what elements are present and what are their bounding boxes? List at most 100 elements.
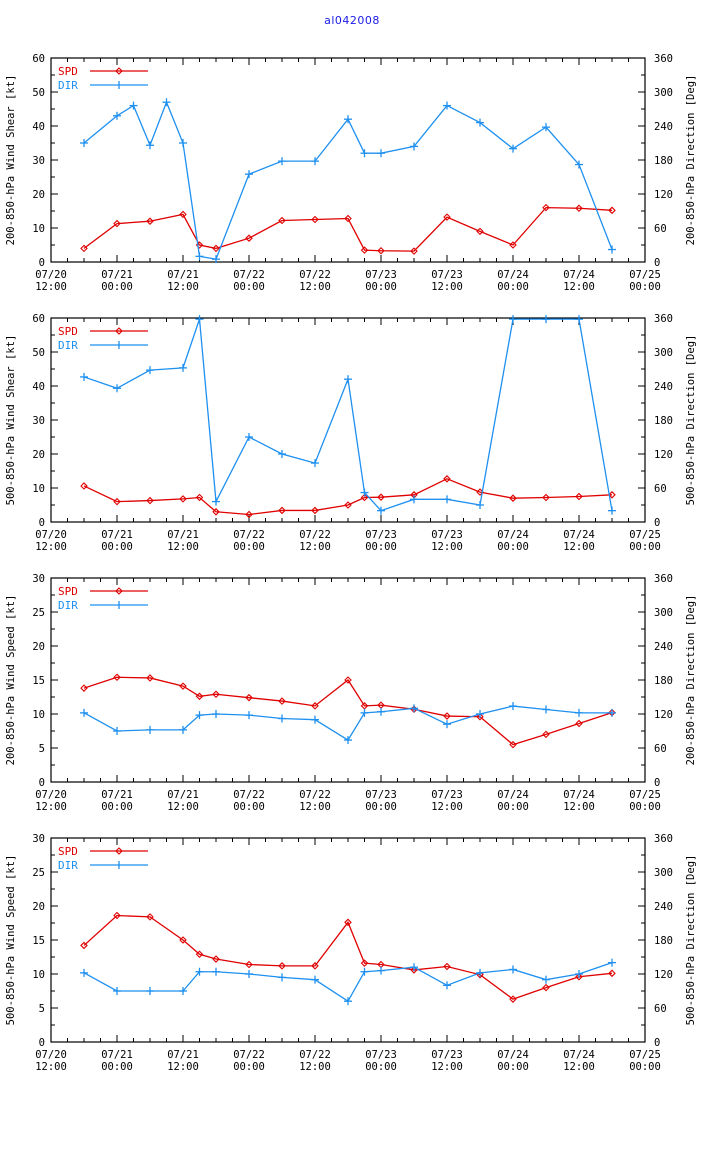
plot-frame	[50, 317, 646, 523]
y-tick-label-right: 0	[654, 777, 660, 789]
y-axis-label-right: 200-850-hPa Direction [Deg]	[685, 75, 697, 246]
data-point	[377, 701, 385, 709]
x-tick-label-time: 12:00	[299, 281, 331, 293]
x-tick-label-date: 07/21	[101, 789, 133, 801]
data-point	[509, 740, 517, 749]
x-tick-label-date: 07/22	[299, 1049, 331, 1061]
data-point	[608, 491, 616, 499]
data-point	[344, 214, 352, 223]
data-point	[212, 955, 220, 963]
x-tick-label-date: 07/24	[563, 269, 595, 281]
series-dir	[80, 315, 616, 515]
y-tick-label-right: 360	[654, 53, 673, 65]
data-point	[311, 702, 319, 710]
y-tick-label-left: 30	[32, 833, 45, 845]
x-tick-label-date: 07/20	[35, 789, 67, 801]
legend-label-spd: SPD	[58, 65, 78, 78]
y-tick-label-right: 240	[654, 121, 673, 133]
data-point	[195, 692, 204, 701]
x-tick-label-date: 07/22	[299, 529, 331, 541]
data-point	[311, 962, 319, 970]
x-tick-label-date: 07/23	[431, 1049, 463, 1061]
x-tick-label-date: 07/22	[233, 1049, 265, 1061]
x-tick-label-date: 07/24	[563, 789, 595, 801]
x-tick-label-time: 00:00	[629, 541, 661, 553]
x-tick-label-time: 12:00	[299, 801, 331, 813]
y-tick-label-left: 50	[32, 347, 45, 359]
y-tick-label-right: 240	[654, 641, 673, 653]
data-point	[443, 962, 451, 971]
x-tick-label-time: 12:00	[431, 541, 463, 553]
y-axis-label-right: 200-850-hPa Direction [Deg]	[685, 595, 697, 766]
y-tick-label-left: 15	[32, 675, 45, 687]
y-tick-label-left: 30	[32, 415, 45, 427]
x-tick-label-time: 00:00	[497, 801, 529, 813]
legend-label-spd: SPD	[58, 325, 78, 338]
y-tick-label-right: 0	[654, 1037, 660, 1049]
series-line	[83, 705, 612, 741]
x-tick-label-date: 07/24	[497, 1049, 529, 1061]
x-tick-label-date: 07/20	[35, 269, 67, 281]
x-tick-label-time: 12:00	[563, 1061, 595, 1073]
y-tick-label-right: 300	[654, 607, 673, 619]
x-tick-label-date: 07/23	[365, 269, 397, 281]
x-tick-label-date: 07/22	[233, 789, 265, 801]
data-point	[311, 215, 319, 224]
series-spd	[80, 911, 616, 1003]
y-tick-label-left: 0	[39, 777, 45, 789]
data-point	[245, 960, 253, 969]
data-point	[410, 247, 418, 255]
legend-marker-spd	[115, 587, 123, 595]
data-point	[509, 241, 517, 249]
x-tick-label-date: 07/22	[299, 269, 331, 281]
x-tick-label-date: 07/22	[233, 269, 265, 281]
y-tick-label-left: 10	[32, 223, 45, 235]
x-tick-label-date: 07/22	[299, 789, 331, 801]
x-tick-label-date: 07/24	[497, 269, 529, 281]
y-tick-label-right: 300	[654, 867, 673, 879]
data-point	[344, 918, 352, 927]
x-tick-label-date: 07/23	[431, 529, 463, 541]
data-point	[113, 673, 121, 682]
y-tick-label-left: 25	[32, 867, 45, 879]
data-point	[278, 962, 286, 970]
y-tick-label-right: 60	[654, 1003, 667, 1015]
data-point	[476, 227, 484, 236]
data-point	[278, 697, 286, 705]
data-point	[80, 684, 88, 692]
data-point	[146, 913, 154, 921]
y-tick-label-right: 360	[654, 313, 673, 325]
y-tick-label-left: 30	[32, 155, 45, 167]
legend-marker-spd	[115, 67, 123, 75]
y-tick-label-left: 25	[32, 607, 45, 619]
series-line	[83, 100, 613, 260]
x-tick-label-date: 07/21	[101, 529, 133, 541]
x-tick-label-date: 07/24	[497, 529, 529, 541]
data-point	[245, 510, 253, 519]
x-tick-label-time: 12:00	[431, 281, 463, 293]
y-tick-label-right: 360	[654, 833, 673, 845]
x-tick-label-time: 00:00	[233, 1061, 265, 1073]
chart-panel-200-850-speed: 07/20 12:00 07/21 00:00 07/21 12:00 07/22 00:00…	[0, 565, 704, 825]
x-tick-label-time: 12:00	[563, 281, 595, 293]
series-line	[83, 676, 613, 746]
y-tick-label-right: 300	[654, 347, 673, 359]
y-tick-label-left: 0	[39, 517, 45, 529]
data-point	[212, 508, 220, 516]
data-point	[113, 497, 121, 506]
series-spd	[80, 203, 616, 255]
data-point	[113, 911, 121, 920]
x-tick-label-time: 12:00	[167, 281, 199, 293]
data-point	[608, 969, 616, 978]
data-point	[542, 983, 550, 992]
data-point	[195, 950, 204, 959]
y-axis-label-left: 500-850-hPa Wind Speed [kt]	[5, 855, 17, 1026]
series-dir	[80, 702, 616, 745]
data-point	[575, 204, 583, 213]
y-axis-label-left: 500-850-hPa Wind Shear [kt]	[5, 335, 17, 506]
x-tick-label-time: 00:00	[629, 801, 661, 813]
x-tick-label-time: 00:00	[233, 541, 265, 553]
